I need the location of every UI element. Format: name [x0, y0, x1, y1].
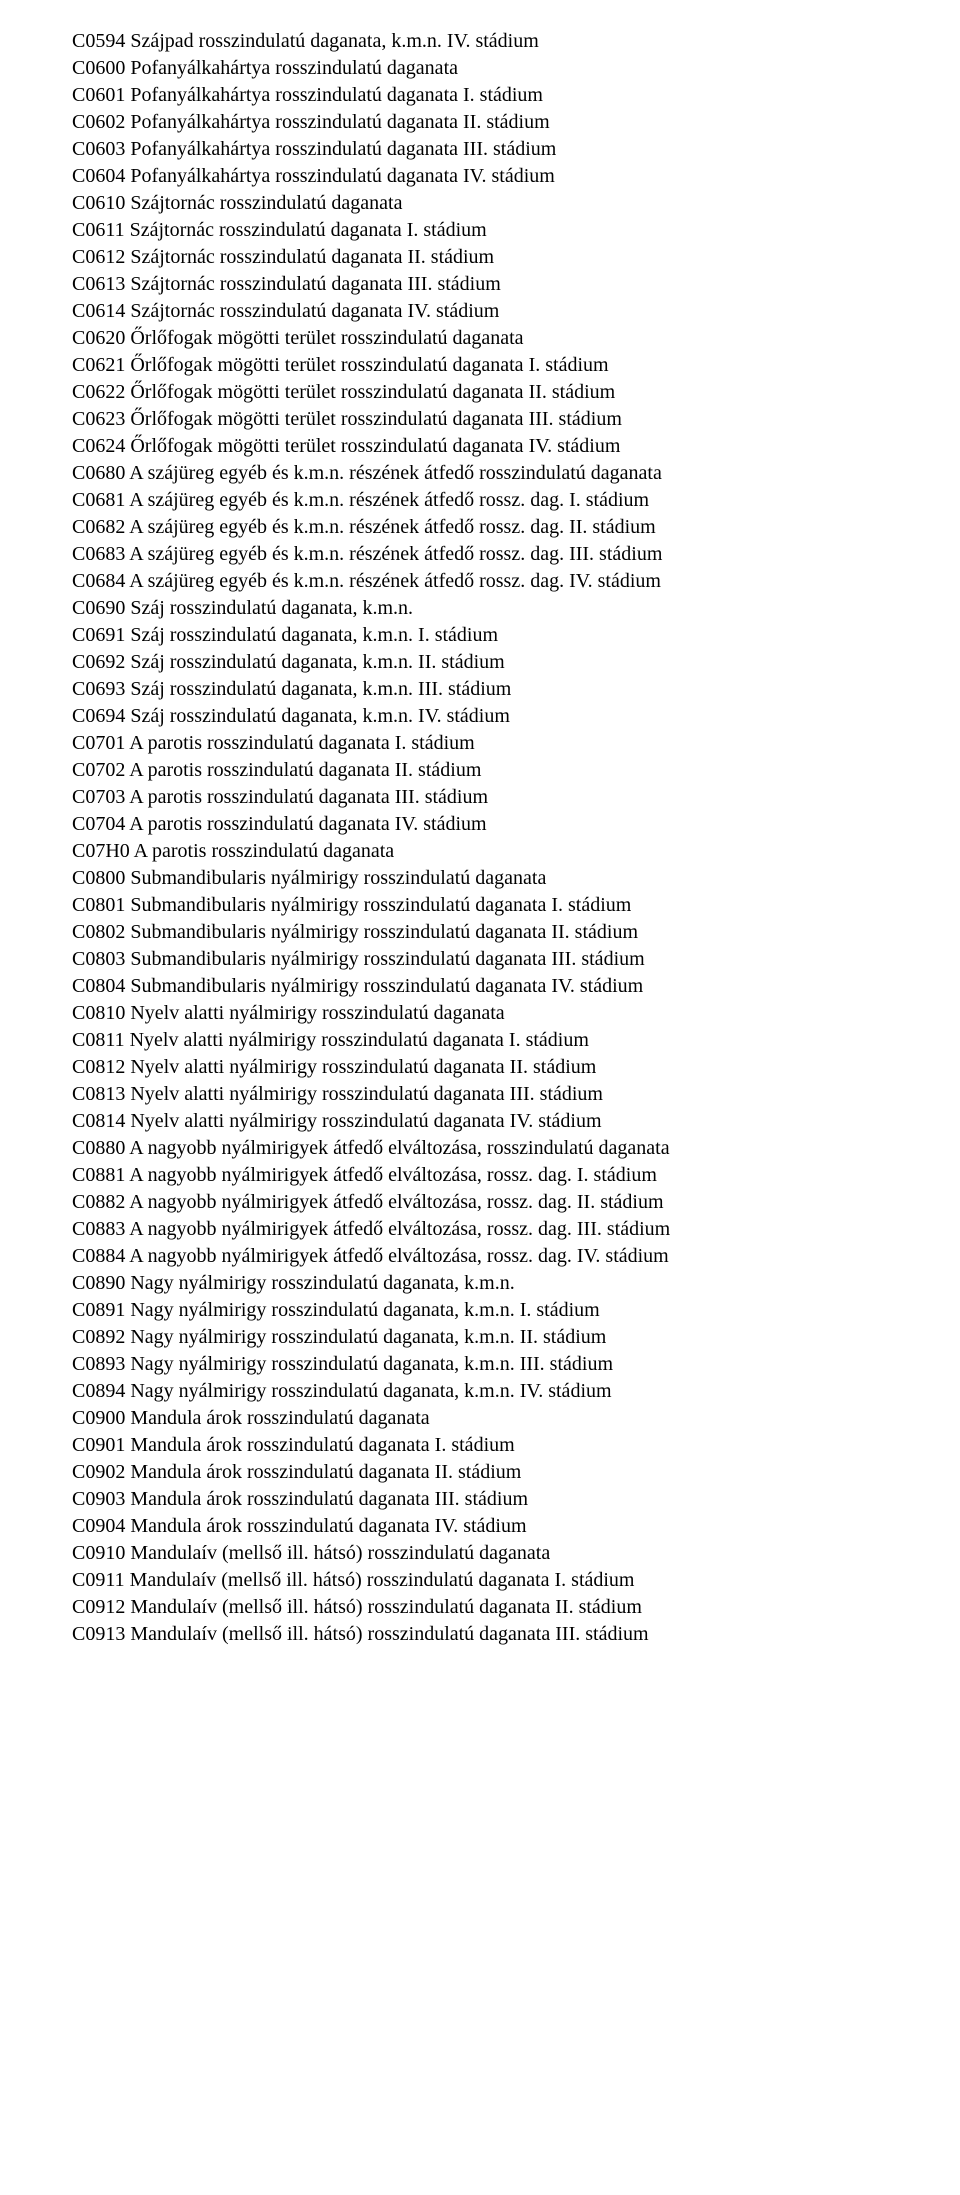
code-line: C0683 A szájüreg egyéb és k.m.n. részéne… — [72, 541, 950, 568]
code-line: C0881 A nagyobb nyálmirigyek átfedő elvá… — [72, 1162, 950, 1189]
code-line: C0692 Száj rosszindulatú daganata, k.m.n… — [72, 649, 950, 676]
code-line: C0610 Szájtornác rosszindulatú daganata — [72, 190, 950, 217]
code-line: C0623 Őrlőfogak mögötti terület rosszind… — [72, 406, 950, 433]
code-line: C0800 Submandibularis nyálmirigy rosszin… — [72, 865, 950, 892]
code-line: C0694 Száj rosszindulatú daganata, k.m.n… — [72, 703, 950, 730]
code-line: C0704 A parotis rosszindulatú daganata I… — [72, 811, 950, 838]
code-line: C0804 Submandibularis nyálmirigy rosszin… — [72, 973, 950, 1000]
code-line: C0902 Mandula árok rosszindulatú daganat… — [72, 1459, 950, 1486]
code-line: C0803 Submandibularis nyálmirigy rosszin… — [72, 946, 950, 973]
code-line: C0684 A szájüreg egyéb és k.m.n. részéne… — [72, 568, 950, 595]
code-line: C0594 Szájpad rosszindulatú daganata, k.… — [72, 28, 950, 55]
code-line: C0911 Mandulaív (mellső ill. hátsó) ross… — [72, 1567, 950, 1594]
code-line: C0613 Szájtornác rosszindulatú daganata … — [72, 271, 950, 298]
code-line: C0680 A szájüreg egyéb és k.m.n. részéne… — [72, 460, 950, 487]
code-line: C0701 A parotis rosszindulatú daganata I… — [72, 730, 950, 757]
code-line: C07H0 A parotis rosszindulatú daganata — [72, 838, 950, 865]
code-line: C0880 A nagyobb nyálmirigyek átfedő elvá… — [72, 1135, 950, 1162]
code-line: C0801 Submandibularis nyálmirigy rosszin… — [72, 892, 950, 919]
code-line: C0814 Nyelv alatti nyálmirigy rosszindul… — [72, 1108, 950, 1135]
code-line: C0910 Mandulaív (mellső ill. hátsó) ross… — [72, 1540, 950, 1567]
code-line: C0690 Száj rosszindulatú daganata, k.m.n… — [72, 595, 950, 622]
code-line: C0622 Őrlőfogak mögötti terület rosszind… — [72, 379, 950, 406]
code-line: C0811 Nyelv alatti nyálmirigy rosszindul… — [72, 1027, 950, 1054]
code-line: C0812 Nyelv alatti nyálmirigy rosszindul… — [72, 1054, 950, 1081]
code-line: C0620 Őrlőfogak mögötti terület rosszind… — [72, 325, 950, 352]
code-line: C0602 Pofanyálkahártya rosszindulatú dag… — [72, 109, 950, 136]
code-line: C0682 A szájüreg egyéb és k.m.n. részéne… — [72, 514, 950, 541]
code-line: C0624 Őrlőfogak mögötti terület rosszind… — [72, 433, 950, 460]
code-line: C0894 Nagy nyálmirigy rosszindulatú daga… — [72, 1378, 950, 1405]
code-line: C0681 A szájüreg egyéb és k.m.n. részéne… — [72, 487, 950, 514]
code-line: C0611 Szájtornác rosszindulatú daganata … — [72, 217, 950, 244]
code-line: C0904 Mandula árok rosszindulatú daganat… — [72, 1513, 950, 1540]
code-line: C0810 Nyelv alatti nyálmirigy rosszindul… — [72, 1000, 950, 1027]
code-line: C0693 Száj rosszindulatú daganata, k.m.n… — [72, 676, 950, 703]
code-line: C0600 Pofanyálkahártya rosszindulatú dag… — [72, 55, 950, 82]
code-line: C0612 Szájtornác rosszindulatú daganata … — [72, 244, 950, 271]
code-line: C0892 Nagy nyálmirigy rosszindulatú daga… — [72, 1324, 950, 1351]
code-line: C0621 Őrlőfogak mögötti terület rosszind… — [72, 352, 950, 379]
code-line: C0884 A nagyobb nyálmirigyek átfedő elvá… — [72, 1243, 950, 1270]
code-line: C0603 Pofanyálkahártya rosszindulatú dag… — [72, 136, 950, 163]
code-line: C0903 Mandula árok rosszindulatú daganat… — [72, 1486, 950, 1513]
code-line: C0893 Nagy nyálmirigy rosszindulatú daga… — [72, 1351, 950, 1378]
code-line: C0882 A nagyobb nyálmirigyek átfedő elvá… — [72, 1189, 950, 1216]
code-line: C0900 Mandula árok rosszindulatú daganat… — [72, 1405, 950, 1432]
code-line: C0901 Mandula árok rosszindulatú daganat… — [72, 1432, 950, 1459]
code-line: C0912 Mandulaív (mellső ill. hátsó) ross… — [72, 1594, 950, 1621]
code-line: C0891 Nagy nyálmirigy rosszindulatú daga… — [72, 1297, 950, 1324]
code-line: C0802 Submandibularis nyálmirigy rosszin… — [72, 919, 950, 946]
code-line: C0703 A parotis rosszindulatú daganata I… — [72, 784, 950, 811]
code-line: C0691 Száj rosszindulatú daganata, k.m.n… — [72, 622, 950, 649]
code-list: C0594 Szájpad rosszindulatú daganata, k.… — [72, 28, 950, 1648]
code-line: C0601 Pofanyálkahártya rosszindulatú dag… — [72, 82, 950, 109]
code-line: C0702 A parotis rosszindulatú daganata I… — [72, 757, 950, 784]
code-line: C0890 Nagy nyálmirigy rosszindulatú daga… — [72, 1270, 950, 1297]
code-line: C0614 Szájtornác rosszindulatú daganata … — [72, 298, 950, 325]
code-line: C0883 A nagyobb nyálmirigyek átfedő elvá… — [72, 1216, 950, 1243]
code-line: C0813 Nyelv alatti nyálmirigy rosszindul… — [72, 1081, 950, 1108]
code-line: C0913 Mandulaív (mellső ill. hátsó) ross… — [72, 1621, 950, 1648]
code-line: C0604 Pofanyálkahártya rosszindulatú dag… — [72, 163, 950, 190]
